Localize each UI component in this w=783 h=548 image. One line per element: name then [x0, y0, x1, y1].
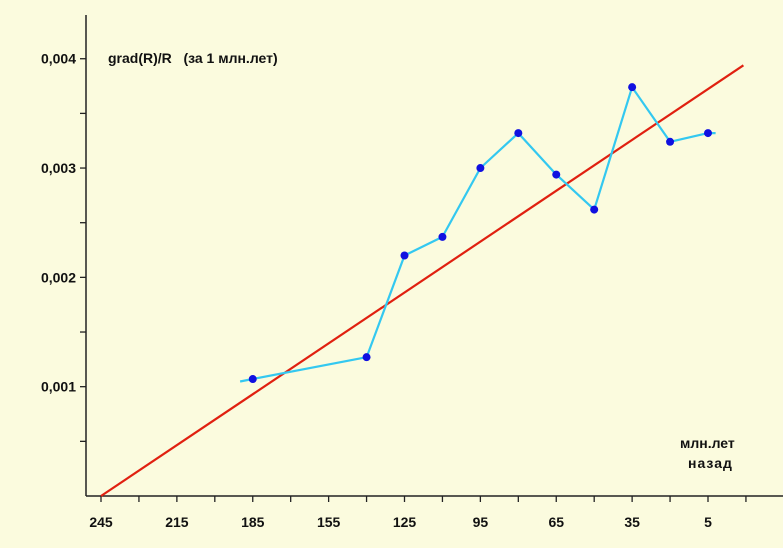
y-tick-label: 0,002	[41, 269, 76, 285]
data-point	[248, 375, 257, 384]
trend-line	[100, 64, 745, 497]
data-point	[476, 164, 485, 173]
y-tick-label: 0,003	[41, 160, 76, 176]
data-point	[704, 129, 712, 138]
x-tick-label: 125	[393, 514, 417, 530]
axis-ticks	[80, 58, 747, 502]
x-tick-label: 65	[548, 514, 564, 530]
data-point	[666, 137, 675, 146]
x-tick-label: 185	[241, 514, 265, 530]
y-tick-label: 0,001	[41, 379, 76, 395]
data-point	[590, 205, 599, 214]
axis-tick-labels: 0,001 0,002 0,003 0,004 245 215 185 155 125 95 65 3…	[41, 51, 712, 530]
y-tick-label: 0,004	[41, 51, 76, 67]
x-unit-label-line1: млн.лет	[680, 435, 735, 451]
x-tick-label: 95	[473, 514, 489, 530]
data-markers	[248, 83, 712, 384]
axes	[85, 15, 783, 497]
data-point	[514, 129, 523, 138]
data-point	[362, 353, 371, 362]
trend-line-group	[100, 64, 745, 497]
x-tick-label: 35	[624, 514, 640, 530]
x-tick-label: 215	[165, 514, 189, 530]
x-tick-label: 155	[317, 514, 341, 530]
data-point	[628, 83, 637, 92]
data-point	[438, 232, 447, 241]
x-unit-label-line2: назад	[688, 455, 733, 471]
data-point	[400, 251, 409, 260]
data-point	[552, 170, 561, 179]
x-tick-label: 5	[704, 514, 712, 530]
chart-title: grad(R)/R (за 1 млн.лет)	[108, 50, 278, 66]
x-tick-label: 245	[89, 514, 113, 530]
